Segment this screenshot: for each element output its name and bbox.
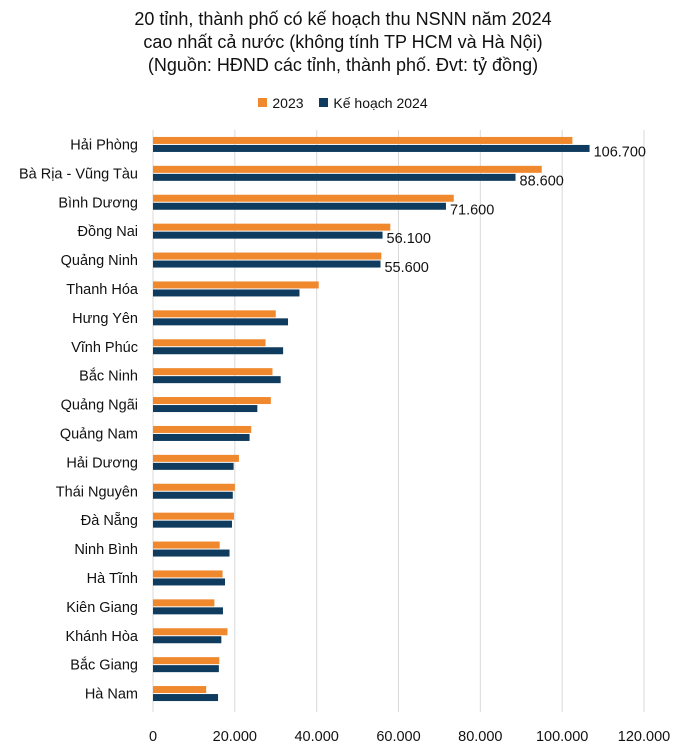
legend-label-ke-hoach-2024: Kế hoạch 2024 <box>333 94 428 111</box>
bar-2023 <box>153 454 239 462</box>
category-label: Quảng Ninh <box>61 253 138 269</box>
bar-2023 <box>153 686 207 694</box>
bar-ke-hoach-2024 <box>153 173 516 181</box>
data-label: 71.600 <box>450 202 494 218</box>
x-tick-label: 80.000 <box>458 729 502 745</box>
bar-2023 <box>153 252 382 260</box>
category-label: Ninh Bình <box>74 542 138 558</box>
category-label: Đà Nẵng <box>81 512 138 529</box>
category-label: Bắc Ninh <box>79 368 138 385</box>
category-label: Bà Rịa - Vũng Tàu <box>19 166 138 182</box>
bar-2023 <box>153 223 391 231</box>
category-label: Quảng Ngãi <box>61 398 138 414</box>
category-label: Hải Dương <box>66 455 138 471</box>
bar-2023 <box>153 397 271 405</box>
bar-2023 <box>153 368 273 376</box>
chart-title: 20 tỉnh, thành phố có kế hoạch thu NSNN … <box>0 8 686 77</box>
x-tick-label: 120.000 <box>618 729 670 745</box>
bar-ke-hoach-2024 <box>153 694 219 702</box>
bar-2023 <box>153 136 573 144</box>
category-label: Kiên Giang <box>66 600 138 616</box>
x-tick-label: 60.000 <box>376 729 420 745</box>
category-label: Bình Dương <box>58 195 138 211</box>
bar-ke-hoach-2024 <box>153 607 223 615</box>
bar-ke-hoach-2024 <box>153 491 233 499</box>
x-tick-label: 40.000 <box>294 729 338 745</box>
bar-ke-hoach-2024 <box>153 144 590 152</box>
bar-ke-hoach-2024 <box>153 665 219 673</box>
bar-2023 <box>153 570 223 578</box>
bar-2023 <box>153 339 266 347</box>
category-label: Hải Phòng <box>70 137 138 153</box>
title-line-1: 20 tỉnh, thành phố có kế hoạch thu NSNN … <box>134 9 552 29</box>
legend-swatch-2023 <box>258 98 268 107</box>
bar-ke-hoach-2024 <box>153 289 300 297</box>
bar-2023 <box>153 165 542 173</box>
bar-2023 <box>153 425 252 433</box>
legend-item-2023: 2023 <box>258 94 304 111</box>
bar-ke-hoach-2024 <box>153 433 250 441</box>
bar-2023 <box>153 310 276 318</box>
bar-ke-hoach-2024 <box>153 318 289 326</box>
bar-ke-hoach-2024 <box>153 549 230 557</box>
data-label: 56.100 <box>387 231 431 247</box>
category-label: Quảng Nam <box>60 426 138 442</box>
category-label: Thanh Hóa <box>66 282 139 298</box>
category-label: Hà Tĩnh <box>87 571 138 587</box>
legend-item-ke-hoach-2024: Kế hoạch 2024 <box>319 94 428 111</box>
bar-ke-hoach-2024 <box>153 578 226 586</box>
bar-ke-hoach-2024 <box>153 376 281 384</box>
bar-2023 <box>153 541 220 549</box>
x-tick-label: 0 <box>149 729 157 745</box>
bar-2023 <box>153 194 454 202</box>
x-tick-label: 20.000 <box>213 729 257 745</box>
bar-ke-hoach-2024 <box>153 520 232 528</box>
bar-ke-hoach-2024 <box>153 347 284 355</box>
legend-swatch-ke-hoach-2024 <box>319 98 329 107</box>
data-label: 55.600 <box>384 260 428 276</box>
category-label: Đồng Nai <box>78 224 138 240</box>
bar-2023 <box>153 628 228 636</box>
title-line-3: (Nguồn: HĐND các tỉnh, thành phố. Đvt: t… <box>147 55 539 75</box>
x-tick-label: 100.000 <box>536 729 588 745</box>
category-label: Bắc Giang <box>70 657 138 674</box>
title-line-2: cao nhất cả nước (không tính TP HCM và H… <box>143 32 543 52</box>
bar-ke-hoach-2024 <box>153 231 383 239</box>
category-label: Hà Nam <box>85 687 138 703</box>
legend-label-2023: 2023 <box>272 94 304 111</box>
bar-2023 <box>153 281 319 289</box>
bar-2023 <box>153 512 235 520</box>
legend: 2023 Kế hoạch 2024 <box>0 94 686 111</box>
category-label: Hưng Yên <box>72 311 138 327</box>
category-label: Vĩnh Phúc <box>71 340 138 356</box>
bar-2023 <box>153 657 220 665</box>
category-label: Thái Nguyên <box>56 484 138 500</box>
bar-2023 <box>153 483 235 491</box>
bar-ke-hoach-2024 <box>153 636 222 644</box>
bar-ke-hoach-2024 <box>153 260 381 268</box>
data-label: 88.600 <box>520 173 564 189</box>
category-label: Khánh Hòa <box>65 629 138 645</box>
bar-ke-hoach-2024 <box>153 202 446 210</box>
data-label: 106.700 <box>594 144 646 160</box>
bar-ke-hoach-2024 <box>153 462 234 470</box>
bar-2023 <box>153 599 215 607</box>
bar-ke-hoach-2024 <box>153 405 258 413</box>
